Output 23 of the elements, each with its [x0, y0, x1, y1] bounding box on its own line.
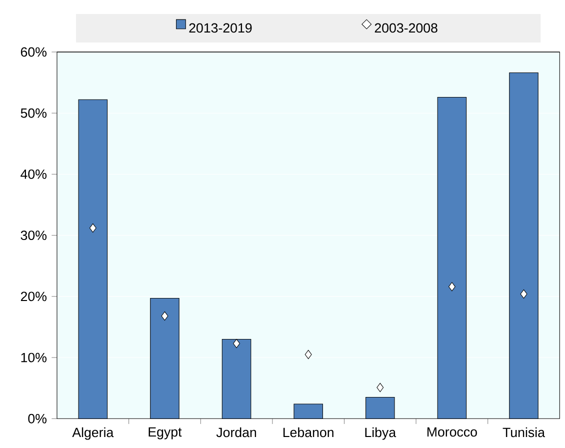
point	[89, 223, 96, 233]
x-tick-label: Lebanon	[283, 427, 334, 438]
x-tick-label: Jordan	[216, 427, 256, 438]
x-tick-label: Egypt	[148, 427, 182, 440]
y-tick-label: 60%	[20, 47, 46, 57]
y-tick-label: 30%	[20, 230, 46, 240]
point	[233, 338, 240, 348]
legend-label: 2013-2019	[189, 23, 252, 33]
y-tick-label: 40%	[20, 169, 46, 179]
point	[161, 311, 168, 321]
point	[304, 350, 312, 360]
y-tick-label: 10%	[21, 352, 46, 362]
y-tick-label: 50%	[20, 108, 46, 118]
y-tick-label: 0%	[28, 414, 46, 424]
x-tick-label: Libya	[365, 427, 396, 440]
point	[376, 382, 384, 392]
y-tick-label: 20%	[20, 292, 46, 302]
legend-label: 2003-2008	[374, 23, 438, 33]
point	[448, 282, 456, 292]
x-tick-label: Algeria	[72, 427, 114, 440]
x-tick-label: Tunisia	[502, 427, 545, 438]
point	[520, 289, 528, 299]
x-tick-label: Morocco	[427, 427, 477, 437]
